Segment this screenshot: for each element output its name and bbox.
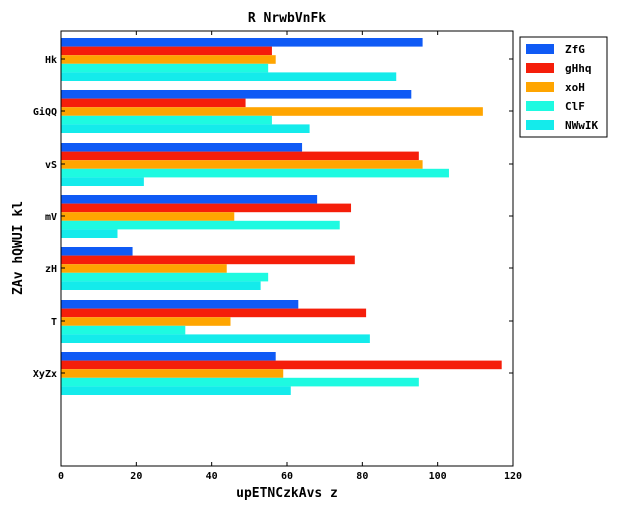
x-tick-label: 100 xyxy=(429,471,447,482)
legend-swatch-gHhq xyxy=(526,63,554,73)
y-tick-label: zH xyxy=(45,264,57,275)
bar-ClF-GiQQ xyxy=(61,115,272,125)
bar-xoH-Hk xyxy=(61,55,276,64)
bar-ZfG-mV xyxy=(61,195,318,204)
y-tick-label: GiQQ xyxy=(33,106,57,118)
bars-layer xyxy=(61,38,502,395)
bar-gHhq-zH xyxy=(61,255,355,265)
y-axis-title: ZAv hQWUI kl xyxy=(11,201,26,295)
x-tick-label: 0 xyxy=(58,471,64,482)
bar-gHhq-Hk xyxy=(61,46,272,56)
bar-gHhq-T xyxy=(61,308,367,318)
y-tick-label: Hk xyxy=(45,55,57,66)
x-axis-title: upETNCzkAvs z xyxy=(236,486,338,501)
bar-ClF-Hk xyxy=(61,63,269,73)
bar-xoH-XyZx xyxy=(61,369,284,378)
legend-swatch-ClF xyxy=(526,101,554,111)
x-tick-label: 80 xyxy=(356,471,368,482)
legend-label-xoH: xoH xyxy=(565,81,585,94)
x-tick-label: 60 xyxy=(281,471,293,482)
x-tick-label: 120 xyxy=(504,471,522,482)
bar-gHhq-XyZx xyxy=(61,360,502,370)
bar-NWwIK-GiQQ xyxy=(61,124,310,133)
bar-ClF-T xyxy=(61,325,186,335)
legend-label-NWwIK: NWwIK xyxy=(565,119,598,132)
bar-gHhq-mV xyxy=(61,203,352,213)
x-axis: 0 20 40 60 80 100 120 xyxy=(58,31,522,482)
bar-NWwIK-XyZx xyxy=(61,386,291,395)
bar-xoH-mV xyxy=(61,212,235,221)
bar-xoH-zH xyxy=(61,264,227,273)
legend-swatch-ZfG xyxy=(526,44,554,54)
bar-ZfG-T xyxy=(61,300,299,309)
y-tick-label: vS xyxy=(45,160,57,171)
y-tick-label: mV xyxy=(45,212,57,223)
bar-xoH-GiQQ xyxy=(61,107,483,116)
bar-ZfG-XyZx xyxy=(61,352,276,361)
legend-swatch-NWwIK xyxy=(526,120,554,130)
bar-ClF-vS xyxy=(61,168,449,178)
bar-NWwIK-Hk xyxy=(61,72,397,81)
legend: ZfG gHhq xoH ClF NWwIK xyxy=(519,36,608,138)
bar-gHhq-vS xyxy=(61,151,419,161)
legend-label-ZfG: ZfG xyxy=(565,43,585,56)
bar-ZfG-Hk xyxy=(61,38,423,47)
bar-gHhq-GiQQ xyxy=(61,98,246,108)
legend-label-gHhq: gHhq xyxy=(565,62,592,75)
bar-xoH-vS xyxy=(61,160,423,169)
bar-NWwIK-vS xyxy=(61,177,144,186)
bar-ClF-XyZx xyxy=(61,377,419,387)
bar-NWwIK-mV xyxy=(61,229,118,238)
bar-ZfG-vS xyxy=(61,143,303,152)
chart-title: R NrwbVnFk xyxy=(248,11,326,26)
x-tick-label: 20 xyxy=(130,471,142,482)
x-tick-label: 40 xyxy=(206,471,218,482)
bar-NWwIK-zH xyxy=(61,281,261,290)
bar-ClF-mV xyxy=(61,220,340,230)
bar-NWwIK-T xyxy=(61,334,370,343)
bar-xoH-T xyxy=(61,317,231,326)
legend-label-ClF: ClF xyxy=(565,100,585,113)
bar-ZfG-zH xyxy=(61,247,133,256)
y-axis: Hk GiQQ vS mV zH T XyZx xyxy=(33,55,513,380)
bar-ClF-zH xyxy=(61,272,269,282)
legend-swatch-xoH xyxy=(526,82,554,92)
bar-ZfG-GiQQ xyxy=(61,90,412,99)
y-tick-label: XyZx xyxy=(33,369,57,380)
y-tick-label: T xyxy=(51,317,57,328)
